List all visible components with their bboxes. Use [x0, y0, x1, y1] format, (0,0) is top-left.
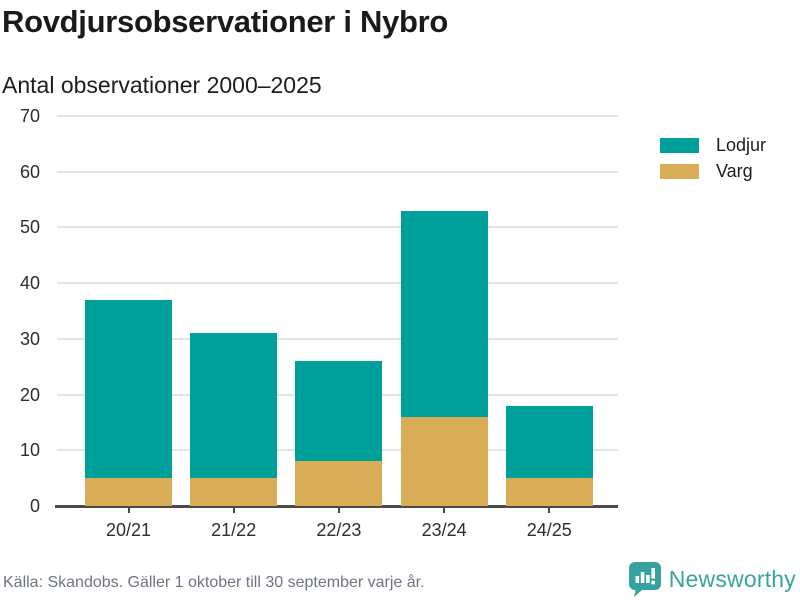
bar-segment-varg-20-21 [85, 478, 172, 506]
x-tick-mark [337, 506, 340, 513]
y-tick-label: 30 [19, 328, 40, 349]
chart-title: Rovdjursobservationer i Nybro [2, 4, 449, 39]
bar-segment-lodjur-24-25 [505, 405, 593, 479]
x-tick-mark [548, 506, 551, 513]
y-tick-label: 40 [19, 273, 40, 294]
chart: Rovdjursobservationer i Nybro Antal obse… [2, 4, 767, 540]
x-tick-label: 22/23 [316, 520, 362, 540]
bar-segment-lodjur-21-22 [190, 333, 278, 479]
x-tick-mark [232, 506, 235, 513]
bar-segment-varg-21-22 [190, 478, 278, 506]
gridline [57, 337, 618, 340]
newsworthy-logo: Newsworthy [628, 562, 796, 597]
source-note: Källa: Skandobs. Gäller 1 oktober till 3… [3, 574, 425, 591]
bar-segment-varg-24-25 [505, 478, 593, 506]
legend: Lodjur Varg [660, 135, 767, 189]
gridline [57, 115, 618, 117]
plot-area: 0 10 20 30 40 50 60 70 20/21 21/22 22/23 23/24 24/25 [20, 107, 618, 540]
x-tick-label: 23/24 [421, 520, 467, 540]
legend-label: Varg [716, 161, 753, 181]
newsworthy-bubble-chart-icon [628, 562, 661, 597]
x-tick-mark [127, 506, 130, 513]
y-tick-label: 10 [19, 440, 40, 461]
x-axis-line [55, 505, 618, 508]
y-tick-label: 0 [29, 496, 40, 516]
gridline [57, 170, 618, 173]
legend-swatch-varg [660, 163, 699, 179]
bar-segment-varg-23-24 [400, 416, 488, 506]
bar-segment-lodjur-23-24 [400, 210, 488, 417]
x-tick-label: 21/22 [211, 520, 257, 540]
x-tick-label: 24/25 [526, 520, 572, 540]
bar-segment-lodjur-20-21 [85, 299, 172, 479]
legend-item-lodjur: Lodjur [660, 135, 767, 155]
newsworthy-wordmark: Newsworthy [668, 566, 796, 592]
y-tick-label: 60 [19, 161, 40, 182]
bar-segment-varg-22-23 [295, 461, 383, 506]
chart-subtitle: Antal observationer 2000–2025 [2, 72, 322, 98]
x-tick-mark [443, 506, 446, 513]
y-tick-label: 20 [19, 384, 40, 405]
legend-item-varg: Varg [660, 161, 766, 181]
gridline [57, 226, 618, 229]
y-tick-label: 70 [19, 106, 40, 126]
bar-segment-lodjur-22-23 [295, 361, 383, 462]
legend-label: Lodjur [716, 135, 767, 155]
legend-swatch-lodjur [660, 137, 699, 153]
gridline [57, 282, 618, 285]
x-tick-label: 20/21 [105, 520, 152, 540]
y-tick-label: 50 [19, 217, 40, 238]
